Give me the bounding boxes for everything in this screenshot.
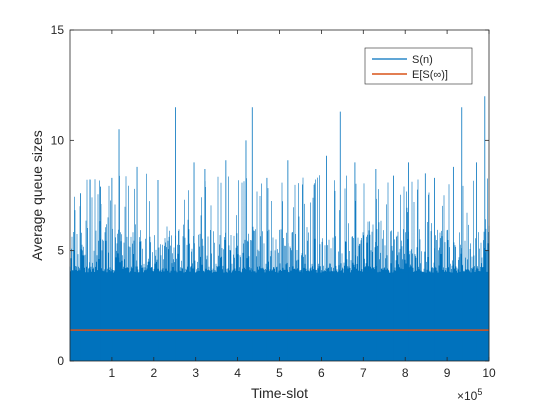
plot-area (69, 96, 490, 361)
x-tick-label-7: 7 (360, 366, 367, 380)
y-tick-label-0: 0 (57, 354, 64, 368)
y-tick-label-2: 10 (51, 133, 65, 147)
legend-label-s-n: S(n) (412, 54, 433, 66)
x-axis-exponent-power: 5 (477, 387, 482, 397)
x-tick-label-4: 4 (234, 366, 241, 380)
series-s-n-band (70, 272, 489, 361)
x-tick-label-1: 1 (109, 366, 116, 380)
x-tick-label-2: 2 (150, 366, 157, 380)
x-axis-ticks: 1 2 3 4 5 6 7 8 9 10 (109, 30, 496, 380)
x-tick-label-9: 9 (444, 366, 451, 380)
legend: S(n) E[S(∞)] (364, 47, 473, 85)
y-axis-ticks: 0 5 10 15 (51, 23, 489, 368)
x-tick-label-3: 3 (192, 366, 199, 380)
x-axis-exponent: ×105 (457, 387, 482, 403)
x-axis-exponent-base: ×10 (457, 389, 478, 403)
y-tick-label-1: 5 (57, 244, 64, 258)
x-tick-label-10: 10 (482, 366, 496, 380)
legend-box (364, 47, 473, 85)
x-tick-label-8: 8 (402, 366, 409, 380)
legend-label-expected-s: E[S(∞)] (412, 69, 448, 81)
x-tick-label-5: 5 (276, 366, 283, 380)
y-tick-label-3: 15 (51, 23, 65, 37)
y-axis-label: Average queue sizes (29, 130, 45, 261)
series-s-n (69, 96, 490, 361)
x-tick-label-6: 6 (318, 366, 325, 380)
x-axis-label: Time-slot (251, 385, 308, 401)
